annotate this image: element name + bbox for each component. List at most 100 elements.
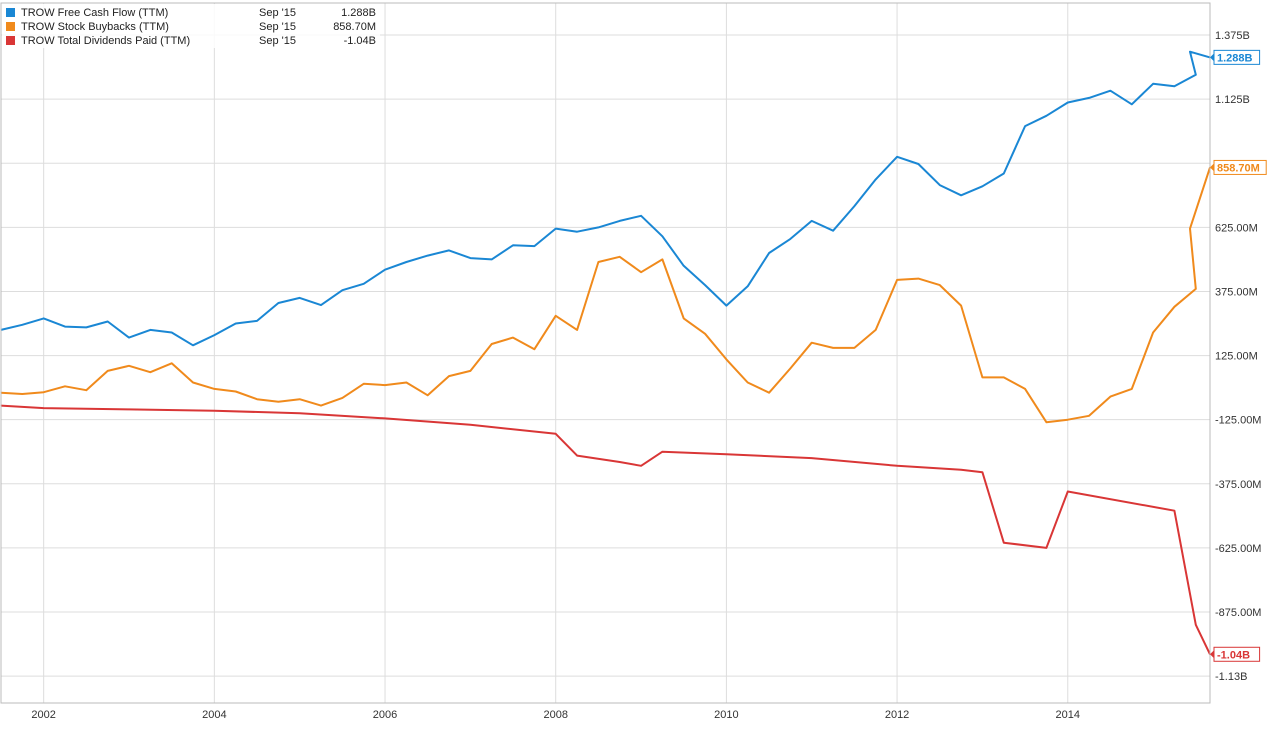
legend-series-name: TROW Free Cash Flow (TTM) <box>21 7 168 19</box>
end-tag-0: 1.288B <box>1210 49 1261 65</box>
series-1-point-32 <box>683 317 685 319</box>
series-1-point-27 <box>576 329 578 331</box>
series-1-point-54 <box>1152 331 1154 334</box>
end-tag-pointer <box>1210 650 1214 659</box>
series-2-point-1 <box>43 407 45 409</box>
series-0-point-29 <box>619 220 621 222</box>
series-0-point-52 <box>1109 90 1111 92</box>
series-1-point-29 <box>619 256 621 258</box>
series-2-point-2 <box>128 408 130 410</box>
series-1-point-7 <box>149 371 151 373</box>
series-1-point-53 <box>1131 388 1133 390</box>
y-tick-label: -375.00M <box>1215 479 1261 491</box>
series-1-point-38 <box>811 342 813 344</box>
legend-swatch <box>6 8 15 17</box>
series-2-point-9 <box>619 461 621 463</box>
series-0-point-36 <box>768 252 770 254</box>
series-1-point-1 <box>21 393 23 395</box>
end-tag-value: 858.70M <box>1217 162 1260 174</box>
series-1-point-55 <box>1173 306 1175 308</box>
series-0-point-37 <box>789 238 792 240</box>
series-1-point-56 <box>1195 288 1197 290</box>
series-0-point-4 <box>85 326 87 328</box>
y-tick-label: -1.13B <box>1215 671 1247 683</box>
legend-swatch <box>6 36 15 45</box>
legend-row-0: TROW Free Cash Flow (TTM) Sep '15 1.288B <box>6 7 376 19</box>
series-1-point-5 <box>107 370 109 372</box>
series-2-point-5 <box>384 417 386 419</box>
x-tick-label: 2004 <box>202 709 226 721</box>
series-0-point-3 <box>64 326 66 328</box>
series-1-point-2 <box>43 391 45 393</box>
y-tick-label: 625.00M <box>1215 222 1258 234</box>
series-0-point-55 <box>1173 85 1175 87</box>
series-0-point-32 <box>683 265 685 267</box>
series-2-point-11 <box>661 451 664 453</box>
series-0-point-53 <box>1131 103 1133 105</box>
legend-value: 858.70M <box>333 21 376 33</box>
series-1-point-12 <box>256 398 258 400</box>
series-0-point-40 <box>853 205 856 207</box>
series-0-point-14 <box>299 297 301 299</box>
series-1-point-25 <box>533 348 536 350</box>
series-0-point-18 <box>384 269 386 271</box>
x-tick-label: 2012 <box>885 709 909 721</box>
series-lines <box>0 50 1211 655</box>
series-0-point-22 <box>469 257 471 259</box>
x-tick-label: 2014 <box>1056 709 1080 721</box>
series-2-point-3 <box>213 410 215 412</box>
series-2-point-17 <box>1003 542 1005 544</box>
legend-row-2: TROW Total Dividends Paid (TTM) Sep '15 -1… <box>6 35 376 47</box>
series-0-point-42 <box>896 156 898 158</box>
series-0-point-26 <box>555 228 557 230</box>
series-1-point-52 <box>1109 396 1111 398</box>
series-2-point-4 <box>299 412 301 414</box>
series-2-point-10 <box>640 465 642 467</box>
series-1-point-43 <box>917 278 920 280</box>
series-0-point-54 <box>1152 83 1154 85</box>
series-0-point-13 <box>277 302 279 304</box>
series-1-point-35 <box>747 381 749 384</box>
series-1-point-41 <box>875 329 877 331</box>
series-0-point-41 <box>875 178 877 180</box>
x-tick-label: 2006 <box>373 709 397 721</box>
series-0-point-43 <box>917 163 920 165</box>
end-value-tags: 1.288B 858.70M -1.04B <box>1210 49 1267 662</box>
legend-row-1: TROW Stock Buybacks (TTM) Sep '15 858.70M <box>6 21 376 33</box>
plot-frame <box>0 2 1211 704</box>
series-2-point-14 <box>896 465 898 467</box>
series-0-point-19 <box>405 261 407 263</box>
series-0-point-23 <box>491 258 493 260</box>
end-tag-value: -1.04B <box>1217 649 1250 661</box>
series-2-point-6 <box>469 424 471 426</box>
series-0-point-49 <box>1045 115 1047 117</box>
series-1-point-24 <box>512 337 514 339</box>
series-1-point-19 <box>405 381 407 384</box>
series-0-point-12 <box>256 320 258 322</box>
series-0-point-45 <box>960 194 962 196</box>
series-0-point-9 <box>192 344 194 346</box>
series-2-point-15 <box>960 469 962 471</box>
series-2-point-19 <box>1067 490 1069 493</box>
legend-value: 1.288B <box>341 7 376 19</box>
series-1-point-50 <box>1067 419 1069 421</box>
y-tick-label: 1.375B <box>1215 30 1250 42</box>
series-1-point-15 <box>320 405 322 407</box>
series-1-point-22 <box>469 370 471 372</box>
series-0-point-30 <box>640 215 642 217</box>
end-tag-value: 1.288B <box>1217 52 1253 64</box>
series-1-point-42 <box>896 279 898 281</box>
legend-series-name: TROW Total Dividends Paid (TTM) <box>21 35 190 47</box>
series-1-point-49 <box>1045 421 1047 423</box>
series-0-point-46 <box>981 185 984 187</box>
series-1-point-14 <box>299 398 301 400</box>
legend: TROW Free Cash Flow (TTM) Sep '15 1.288BTR… <box>2 4 380 48</box>
series-0-point-50 <box>1067 101 1069 104</box>
series-1-point-3 <box>64 385 66 387</box>
legend-series-name: TROW Stock Buybacks (TTM) <box>21 21 169 33</box>
y-tick-label: 125.00M <box>1215 351 1258 363</box>
series-0-point-25 <box>533 245 536 247</box>
series-1-point-6 <box>128 365 130 367</box>
